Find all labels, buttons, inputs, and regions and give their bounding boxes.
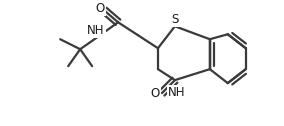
Text: S: S — [171, 13, 179, 26]
Text: NH: NH — [87, 24, 105, 37]
Text: O: O — [150, 87, 160, 100]
Text: NH: NH — [168, 86, 186, 99]
Text: O: O — [95, 2, 105, 15]
